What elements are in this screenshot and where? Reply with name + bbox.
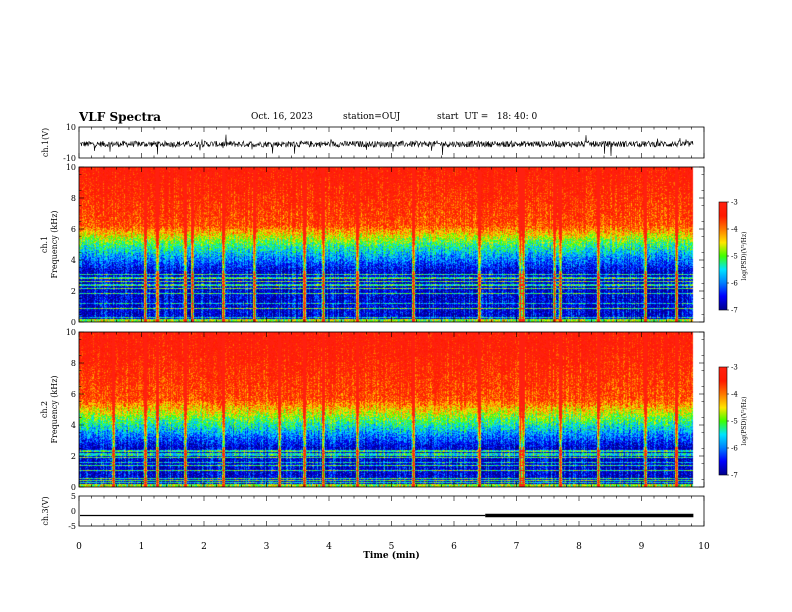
ch3-ylabel: ch.3(V) [41,496,50,525]
spectrogram-ch2 [79,332,704,487]
ch3-ytick-label: 5 [71,492,76,501]
x-axis-label: Time (min) [363,550,420,561]
spectrogram-ytick-label: 10 [66,328,76,337]
ch3-ytick-label: 0 [71,507,76,516]
x-tick-label: 1 [139,542,145,552]
ch1-ylabel: ch.1(V) [41,128,50,157]
spectrogram-ytick-label: 0 [71,318,76,327]
colorbar-tick-label: -7 [731,307,738,315]
colorbar-tick-label: -5 [731,418,738,426]
x-tick-label: 10 [698,542,710,552]
colorbar-tick-label: -7 [731,472,738,480]
x-tick-label: 8 [576,542,582,552]
colorbar-label: log(PSD)(V²/Hz) [741,397,748,446]
colorbar-label: log(PSD)(V²/Hz) [741,232,748,281]
waveform-traces [79,134,694,518]
spectrogram-ch1 [79,167,704,322]
colorbar-tick-label: -3 [731,199,738,207]
x-tick-label: 7 [514,542,520,552]
spectrogram-ytick-label: 4 [71,256,76,265]
colorbar-ch2 [719,367,727,475]
colorbar-tick-label: -5 [731,253,738,261]
spectrogram-ytick-label: 2 [71,287,76,296]
x-tick-label: 3 [264,542,270,552]
spectrogram-ytick-label: 8 [71,194,76,203]
spectrogram-ytick-label: 0 [71,483,76,492]
spectrogram-ytick-label: 6 [71,390,76,399]
colorbar-tick-label: -6 [731,280,738,288]
ch3-ytick-label: -5 [68,522,76,531]
axes-frames [78,126,729,527]
spectrogram-ytick-label: 8 [71,359,76,368]
colorbar-tick-label: -3 [731,364,738,372]
x-tick-label: 2 [201,542,207,552]
header-start-time: start UT = 18: 40: 0 [437,112,538,122]
spectrogram-ylabel-channel: ch.1 [40,236,49,253]
spectrogram-ylabel-channel: ch.2 [40,401,49,418]
spectrogram-ytick-label: 6 [71,225,76,234]
header-title: VLF Spectra [79,110,162,124]
colorbar-tick-label: -6 [731,445,738,453]
ch1-ytick-label: 10 [66,123,76,132]
spectrogram-ytick-label: 2 [71,452,76,461]
spectrogram-ylabel-frequency: Frequency (kHz) [50,210,59,278]
header-station: station=OUJ [343,112,401,122]
x-tick-label: 4 [326,542,332,552]
axis-labels: 10-10ch.1(V)-3-4-5-6-7log(PSD)(V²/Hz)024… [40,123,748,561]
x-tick-label: 9 [639,542,645,552]
x-tick-label: 0 [76,542,82,552]
x-tick-label: 6 [451,542,457,552]
ch1-waveform-trace [79,134,694,157]
ch1-ytick-label: -10 [63,154,76,163]
spectrogram-images [79,167,727,487]
colorbar-tick-label: -4 [731,226,738,234]
spectrogram-ytick-label: 10 [66,163,76,172]
x-tick-label: 5 [389,542,395,552]
header-date: Oct. 16, 2023 [251,112,313,122]
spectrogram-ylabel-frequency: Frequency (kHz) [50,375,59,443]
colorbar-ch1 [719,202,727,310]
spectrogram-ytick-label: 4 [71,421,76,430]
colorbar-tick-label: -4 [731,391,738,399]
